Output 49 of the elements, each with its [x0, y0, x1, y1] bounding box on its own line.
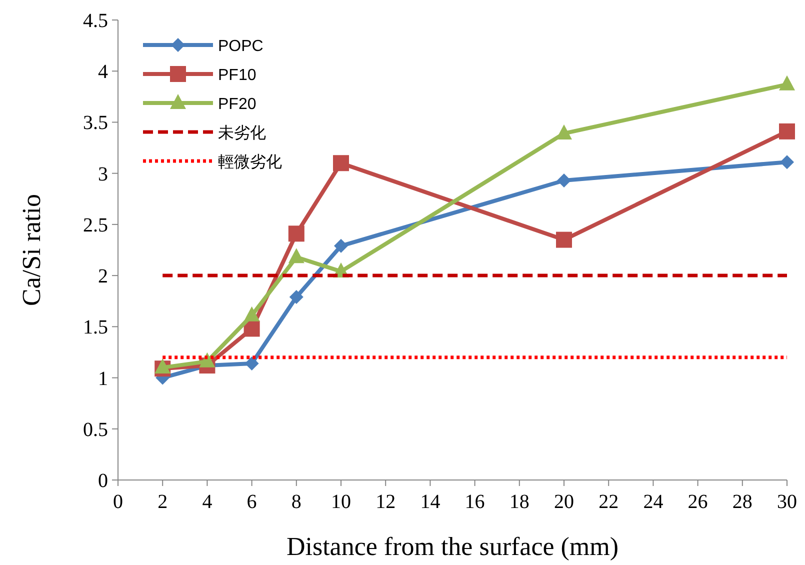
y-tick-label: 4.5 — [83, 10, 108, 32]
x-tick-label: 26 — [688, 491, 708, 513]
x-tick-label: 28 — [732, 491, 752, 513]
y-tick-label: 2.5 — [83, 214, 108, 236]
y-tick-label: 1.5 — [83, 316, 108, 339]
y-axis-title: Ca/Si ratio — [17, 194, 46, 306]
point — [244, 320, 260, 337]
x-tick-label: 8 — [291, 491, 302, 513]
y-tick-label: 0 — [98, 470, 108, 492]
x-tick-label: 6 — [246, 491, 257, 513]
x-tick-label: 2 — [158, 491, 168, 513]
point — [244, 306, 260, 322]
point — [556, 124, 572, 140]
point — [288, 248, 304, 264]
x-tick-label: 0 — [113, 491, 123, 513]
point — [333, 155, 349, 172]
legend-label: PF10 — [218, 67, 256, 84]
point — [556, 232, 572, 248]
x-tick-label: 22 — [598, 491, 619, 513]
point — [288, 226, 304, 242]
point — [780, 155, 794, 170]
legend-label: 未劣化 — [218, 124, 266, 142]
y-tick-label: 2 — [98, 266, 108, 288]
y-tick-label: 4 — [98, 61, 108, 84]
x-tick-label: 16 — [464, 491, 485, 513]
point — [244, 356, 259, 370]
legend-label: 輕微劣化 — [218, 153, 282, 171]
x-tick-label: 12 — [376, 491, 396, 513]
x-tick-label: 18 — [509, 491, 530, 513]
point — [199, 352, 216, 368]
y-tick-label: 1 — [98, 368, 108, 390]
x-tick-label: 24 — [643, 491, 664, 513]
legend-label: POPC — [218, 38, 264, 55]
point — [289, 290, 304, 304]
x-tick-label: 10 — [331, 491, 351, 513]
point — [334, 238, 348, 253]
x-tick-label: 30 — [777, 491, 797, 513]
point — [154, 358, 171, 374]
y-tick-label: 0.5 — [83, 418, 108, 441]
x-tick-label: 4 — [202, 491, 212, 513]
x-tick-label: 20 — [554, 491, 574, 513]
y-tick-label: 3.5 — [83, 112, 108, 134]
y-tick-label: 3 — [98, 163, 108, 186]
x-tick-label: 14 — [420, 491, 440, 513]
point — [779, 123, 795, 140]
point — [779, 75, 795, 90]
point — [557, 173, 571, 188]
x-axis-title: Distance from the surface (mm) — [286, 532, 619, 561]
legend-label: PF20 — [218, 96, 256, 113]
